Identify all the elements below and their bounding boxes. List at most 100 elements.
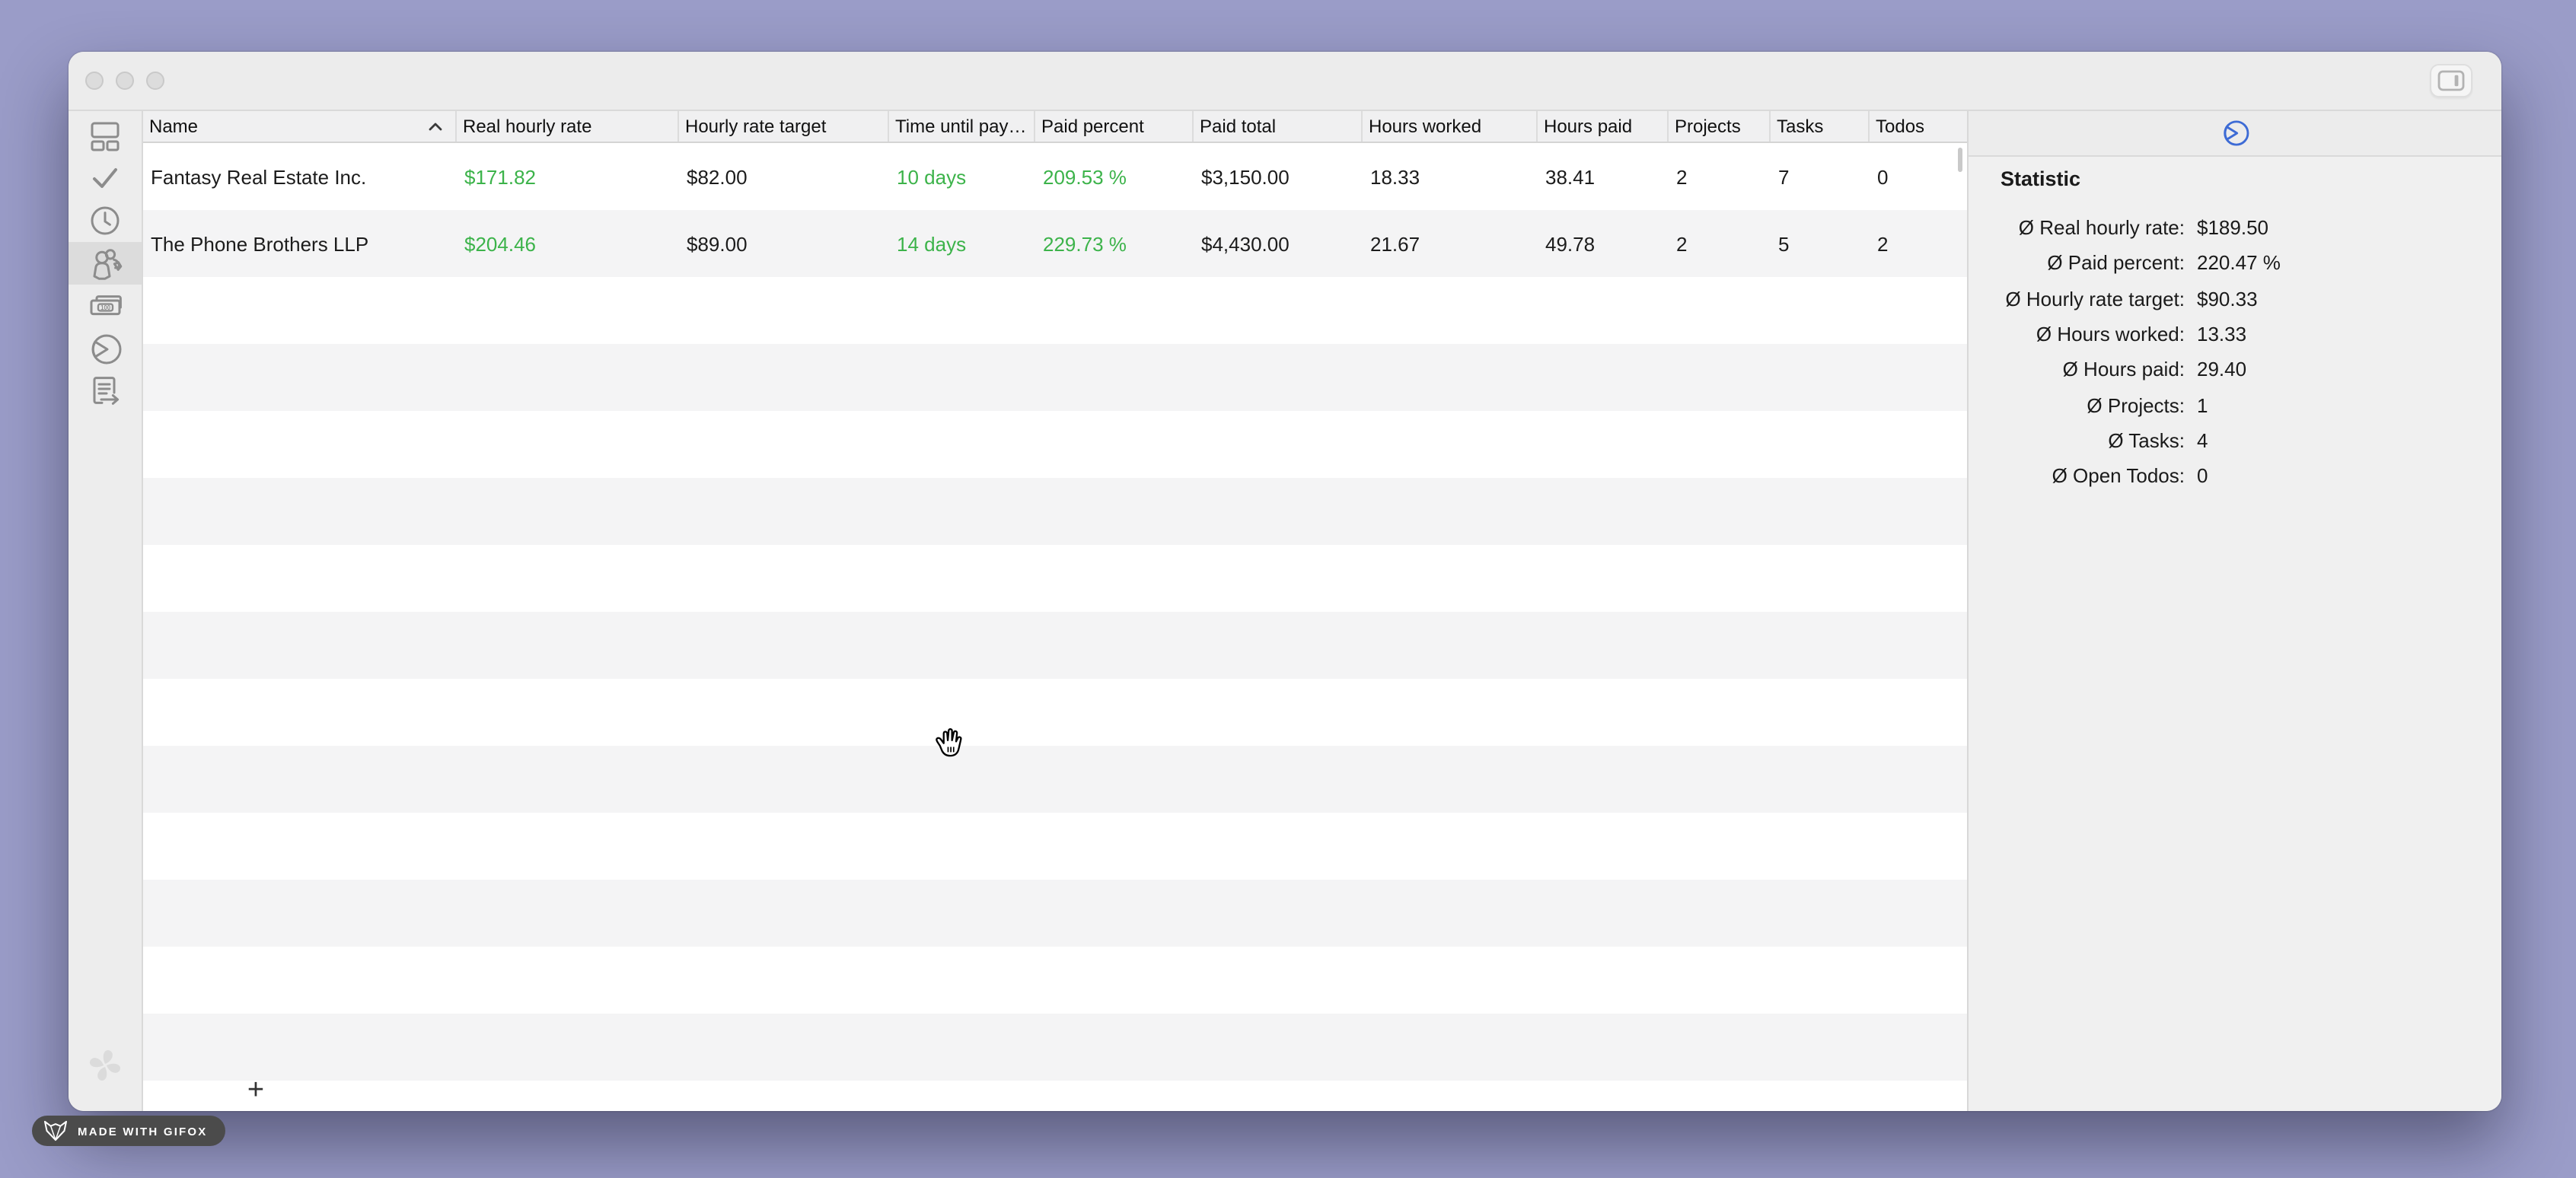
- clients-table: Name Real hourly rate Hourly rate target Ti…: [143, 111, 1967, 1111]
- column-header-hours_worked[interactable]: Hours worked: [1363, 111, 1538, 142]
- stat-value: 29.40: [2197, 358, 2247, 381]
- traffic-lights: [85, 72, 164, 90]
- column-header-hours_paid[interactable]: Hours paid: [1538, 111, 1669, 142]
- cell-todos: 0: [1877, 165, 1889, 188]
- cell-name: The Phone Brothers LLP: [151, 232, 369, 255]
- column-header-label: Time until pay…: [895, 116, 1027, 137]
- stat-label: Ø Hours paid:: [2062, 358, 2185, 381]
- sidebar-right-icon: [2437, 70, 2465, 91]
- stat-label: Ø Open Todos:: [2052, 464, 2185, 488]
- cell-projects: 2: [1676, 165, 1688, 188]
- titlebar[interactable]: [69, 52, 2501, 111]
- panel-toolbar: [1969, 111, 2501, 157]
- column-header-projects[interactable]: Projects: [1669, 111, 1771, 142]
- cell-paid_total: $3,150.00: [1201, 165, 1290, 188]
- sidebar-toggle-button[interactable]: [2430, 64, 2472, 97]
- cell-paid_percent: 209.53 %: [1043, 165, 1127, 188]
- stat-label: Ø Paid percent:: [2047, 251, 2185, 275]
- stat-value: 220.47 %: [2197, 251, 2281, 275]
- stats-list: Ø Real hourly rate: $189.50 Ø Paid percent…: [1969, 210, 2501, 494]
- column-header-time_until_pay[interactable]: Time until pay…: [889, 111, 1035, 142]
- column-header-label: Paid percent: [1041, 116, 1144, 137]
- gifox-watermark-badge: MADE WITH GIFOX: [32, 1116, 226, 1146]
- statistics-pie-icon: [91, 333, 121, 364]
- cell-time_until_pay: 10 days: [897, 165, 967, 188]
- sidebar: 100: [69, 111, 143, 1111]
- cell-hourly_rate_target: $89.00: [687, 232, 748, 255]
- cell-name: Fantasy Real Estate Inc.: [151, 165, 367, 188]
- table-body: Fantasy Real Estate Inc. $171.82 $82.00 10 …: [143, 143, 1967, 1111]
- column-header-label: Paid total: [1200, 116, 1277, 137]
- stat-label: Ø Real hourly rate:: [2018, 216, 2185, 240]
- cell-hours_paid: 49.78: [1545, 232, 1596, 255]
- column-header-label: Tasks: [1777, 116, 1824, 137]
- close-button[interactable]: [85, 72, 104, 90]
- column-header-todos[interactable]: Todos: [1870, 111, 1967, 142]
- sidebar-item-reports[interactable]: [69, 370, 142, 412]
- cell-paid_percent: 229.73 %: [1043, 232, 1127, 255]
- column-header-paid_total[interactable]: Paid total: [1194, 111, 1363, 142]
- panel-title: Statistic: [2001, 167, 2081, 190]
- sidebar-item-clients[interactable]: [69, 242, 142, 285]
- column-header-name[interactable]: Name: [143, 111, 457, 142]
- cell-real_hourly_rate: $204.46: [464, 232, 536, 255]
- invoices-money-icon: 100: [89, 295, 121, 316]
- stat-label: Ø Hours worked:: [2036, 323, 2185, 346]
- time-clock-icon: [91, 206, 120, 235]
- cell-projects: 2: [1676, 232, 1688, 255]
- stat-value: 1: [2197, 393, 2208, 417]
- sidebar-item-invoices[interactable]: 100: [69, 285, 142, 327]
- stat-label: Ø Projects:: [2087, 393, 2185, 417]
- stat-value: $90.33: [2197, 287, 2258, 310]
- stat-value: 4: [2197, 428, 2208, 452]
- scrollbar-thumb[interactable]: [1958, 148, 1962, 172]
- stat-value: 13.33: [2197, 323, 2247, 346]
- reports-document-icon: [93, 377, 120, 405]
- column-header-label: Hours paid: [1544, 116, 1633, 137]
- column-header-label: Name: [149, 116, 199, 137]
- panel-body: Statistic Ø Real hourly rate: $189.50 Ø Pa…: [1969, 157, 2501, 494]
- clients-people-icon: [92, 248, 122, 279]
- stat-label: Ø Tasks:: [2108, 428, 2185, 452]
- cell-hours_worked: 18.33: [1370, 165, 1420, 188]
- column-header-label: Hourly rate target: [685, 116, 827, 137]
- cell-tasks: 7: [1778, 165, 1790, 188]
- minimize-button[interactable]: [116, 72, 134, 90]
- column-header-label: Projects: [1675, 116, 1741, 137]
- cell-hours_paid: 38.41: [1545, 165, 1596, 188]
- column-header-label: Todos: [1876, 116, 1925, 137]
- sidebar-item-tasks[interactable]: [69, 157, 142, 199]
- add-client-button[interactable]: +: [247, 1075, 265, 1106]
- stat-value: 0: [2197, 464, 2208, 488]
- column-header-hourly_rate_target[interactable]: Hourly rate target: [679, 111, 889, 142]
- sort-ascending-icon: [428, 122, 443, 131]
- column-header-paid_percent[interactable]: Paid percent: [1035, 111, 1194, 142]
- stat-label: Ø Hourly rate target:: [2005, 287, 2185, 310]
- tasks-check-icon: [93, 168, 117, 188]
- column-header-tasks[interactable]: Tasks: [1771, 111, 1870, 142]
- badge-text: MADE WITH GIFOX: [78, 1124, 208, 1138]
- sidebar-item-statistics[interactable]: [69, 327, 142, 370]
- column-header-label: Real hourly rate: [463, 116, 592, 137]
- cell-time_until_pay: 14 days: [897, 232, 967, 255]
- statistics-panel: Statistic Ø Real hourly rate: $189.50 Ø Pa…: [1967, 111, 2501, 1111]
- table-row[interactable]: The Phone Brothers LLP $204.46 $89.00 14 da…: [143, 210, 1967, 277]
- pinwheel-logo-icon: [89, 1049, 121, 1081]
- table-row[interactable]: Fantasy Real Estate Inc. $171.82 $82.00 10 …: [143, 143, 1967, 210]
- zoom-button[interactable]: [146, 72, 164, 90]
- svg-text:100: 100: [100, 304, 110, 311]
- cell-hourly_rate_target: $82.00: [687, 165, 748, 188]
- cell-paid_total: $4,430.00: [1201, 232, 1290, 255]
- sidebar-item-dashboard[interactable]: [69, 114, 142, 157]
- fox-icon: [43, 1120, 68, 1141]
- cell-real_hourly_rate: $171.82: [464, 165, 536, 188]
- statistics-active-icon[interactable]: [2219, 117, 2251, 149]
- window-content: 1 0 0: [69, 111, 2501, 1111]
- dashboard-icon: [91, 122, 120, 151]
- table-header-row: Name Real hourly rate Hourly rate target Ti…: [143, 111, 1967, 143]
- app-window: 1 0 0: [69, 52, 2501, 1111]
- cell-hours_worked: 21.67: [1370, 232, 1420, 255]
- sidebar-item-time[interactable]: [69, 199, 142, 242]
- column-header-real_hourly_rate[interactable]: Real hourly rate: [457, 111, 679, 142]
